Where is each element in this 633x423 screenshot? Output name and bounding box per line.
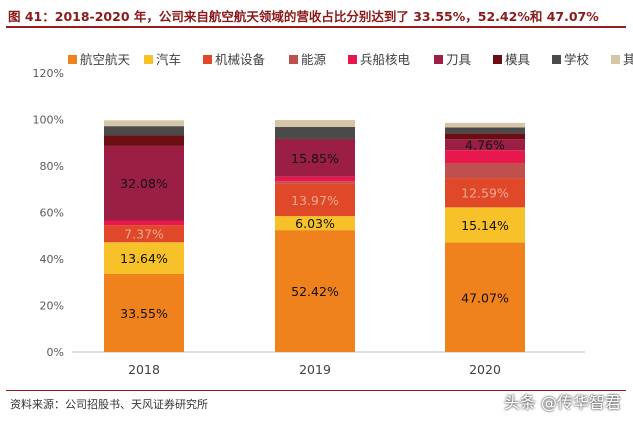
y-tick-label: 60% bbox=[40, 207, 64, 220]
legend-swatch bbox=[348, 55, 357, 64]
y-tick-label: 80% bbox=[40, 160, 64, 173]
legend-label: 其他 bbox=[623, 52, 633, 67]
bar-segment bbox=[104, 225, 184, 243]
y-tick-label: 100% bbox=[33, 114, 64, 127]
y-tick-label: 40% bbox=[40, 253, 64, 266]
data-label: 15.14% bbox=[461, 218, 509, 233]
bar-segment bbox=[275, 183, 355, 217]
legend-label: 刀具 bbox=[446, 52, 472, 67]
bar-segment bbox=[275, 139, 355, 177]
y-tick-label: 20% bbox=[40, 300, 64, 313]
bar-segment bbox=[445, 122, 525, 128]
y-tick-label: 0% bbox=[47, 346, 64, 359]
source-divider bbox=[6, 390, 626, 391]
stacked-bar-chart: 0% 20% 40% 60% 80% 100% 120% 33.55% 13.64% 7.37% 3… bbox=[33, 52, 633, 377]
bar-segment bbox=[445, 162, 525, 179]
data-label: 52.42% bbox=[291, 284, 339, 299]
bar-segment bbox=[275, 120, 355, 128]
data-label: 6.03% bbox=[295, 216, 335, 231]
data-label: 12.59% bbox=[461, 186, 509, 201]
x-tick-label: 2020 bbox=[469, 362, 501, 377]
legend-label: 学校 bbox=[564, 52, 590, 67]
bar-segment bbox=[275, 230, 355, 352]
bar-segment bbox=[104, 242, 184, 274]
data-label: 15.85% bbox=[291, 151, 339, 166]
x-tick-label: 2018 bbox=[128, 362, 160, 377]
bar-segment bbox=[445, 150, 525, 163]
bar-segment bbox=[275, 138, 355, 140]
legend-swatch bbox=[434, 55, 443, 64]
bar-segment bbox=[445, 178, 525, 208]
bar-segment bbox=[445, 207, 525, 243]
bar-segment bbox=[275, 216, 355, 231]
bar-segment bbox=[104, 120, 184, 127]
bar-segment bbox=[104, 145, 184, 221]
chart-title: 图 41：2018-2020 年，公司来自航空航天领域的营收占比分别达到了 33… bbox=[8, 9, 599, 24]
bar-segment bbox=[445, 242, 525, 352]
bar-segment bbox=[445, 133, 525, 140]
data-label: 33.55% bbox=[120, 306, 168, 321]
title-divider bbox=[6, 26, 626, 28]
legend-label: 能源 bbox=[301, 52, 327, 67]
data-label: 7.37% bbox=[124, 227, 164, 242]
data-label: 13.64% bbox=[120, 251, 168, 266]
y-tick-label: 120% bbox=[33, 67, 64, 80]
data-label: 13.97% bbox=[291, 193, 339, 208]
bar-segment bbox=[445, 139, 525, 151]
bar-segment bbox=[104, 135, 184, 146]
data-label: 47.07% bbox=[461, 290, 509, 305]
legend-label: 兵船核电 bbox=[360, 52, 411, 67]
legend-swatch bbox=[493, 55, 502, 64]
legend-swatch bbox=[289, 55, 298, 64]
legend-swatch bbox=[552, 55, 561, 64]
legend-label: 汽车 bbox=[156, 52, 181, 67]
legend-swatch bbox=[68, 55, 77, 64]
data-label: 4.76% bbox=[465, 138, 505, 153]
legend-swatch bbox=[144, 55, 153, 64]
legend-swatch bbox=[203, 55, 212, 64]
source-note: 资料来源：公司招股书、天风证券研究所 bbox=[10, 398, 208, 411]
bar-segment bbox=[104, 220, 184, 226]
bar-segment bbox=[275, 127, 355, 139]
data-label: 32.08% bbox=[120, 176, 168, 191]
legend-label: 航空航天 bbox=[80, 52, 131, 67]
x-tick-label: 2019 bbox=[299, 362, 331, 377]
watermark: 头条 @传华智君 bbox=[503, 393, 621, 412]
bar-segment bbox=[275, 181, 355, 184]
bar-segment bbox=[104, 273, 184, 352]
legend-swatch bbox=[611, 55, 620, 64]
bar-segment bbox=[104, 126, 184, 136]
legend-label: 机械设备 bbox=[215, 52, 266, 67]
bar-segment bbox=[275, 176, 355, 182]
legend-label: 模具 bbox=[505, 52, 531, 67]
bar-segment bbox=[445, 127, 525, 134]
